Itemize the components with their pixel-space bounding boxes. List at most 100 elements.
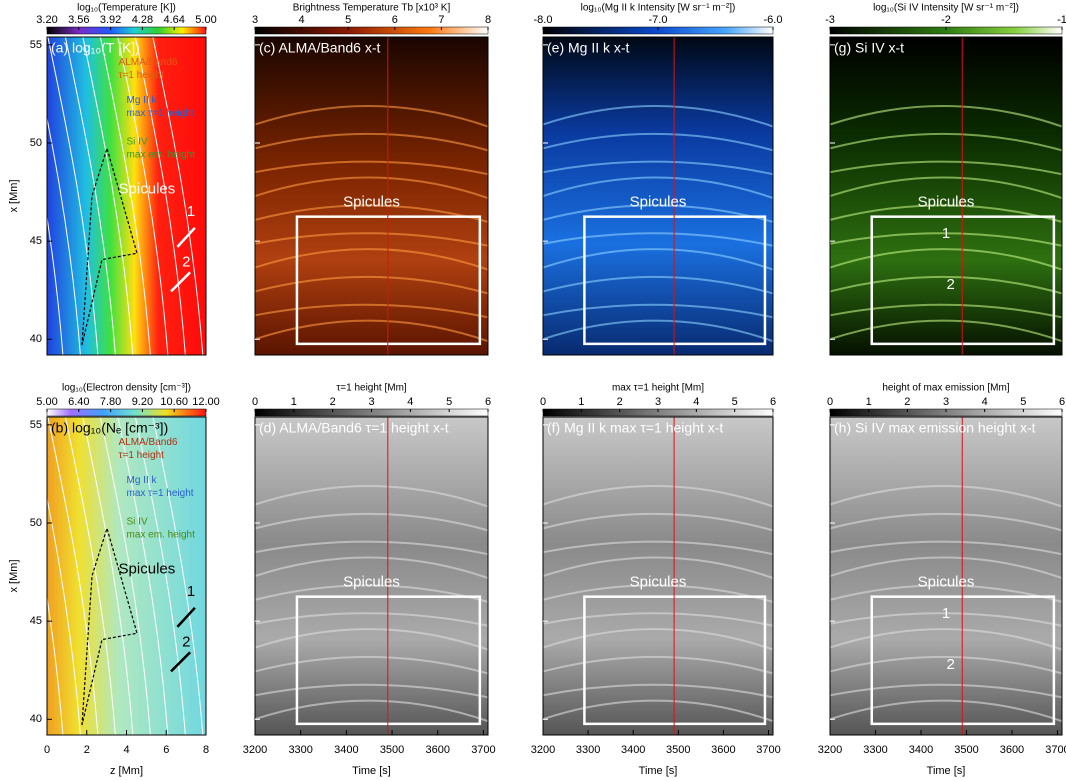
- annotation: 2: [946, 656, 954, 673]
- colorbar-tick-label: 3: [943, 396, 949, 408]
- colorbar-tick-label: 3.92: [100, 14, 121, 26]
- y-axis-label: x [Mm]: [8, 180, 20, 213]
- y-axis-label: x [Mm]: [8, 560, 20, 593]
- panel-label: (c) ALMA/Band6 x-t: [259, 40, 380, 56]
- colorbar-tick-label: 3.56: [68, 14, 89, 26]
- panel-label: (b) log₁₀(Nₑ [cm⁻³]): [51, 420, 168, 436]
- colorbar: [47, 409, 206, 416]
- x-tick-label: 3300: [288, 744, 312, 756]
- annotation: 1: [187, 203, 195, 220]
- x-tick-label: 3300: [576, 744, 600, 756]
- x-tick-label: 3400: [334, 744, 358, 756]
- x-tick-label: 3700: [756, 744, 780, 756]
- annotation: 1: [942, 605, 950, 622]
- x-tick-label: 3500: [380, 744, 404, 756]
- panel: (h) Si IV max emission height x-tSpicule…: [818, 383, 1066, 777]
- colorbar-title: Brightness Temperature Tb [x10³ K]: [293, 3, 451, 14]
- colorbar: [255, 27, 488, 34]
- x-tick-label: 3700: [471, 744, 495, 756]
- annotation: Spicules: [119, 561, 176, 578]
- colorbar-tick-label: 10.60: [160, 396, 188, 408]
- x-tick-label: 3600: [426, 744, 450, 756]
- colorbar-tick-label: 0: [540, 396, 546, 408]
- colorbar-tick-label: -2: [941, 14, 951, 26]
- colorbar-tick-label: 3.20: [36, 14, 57, 26]
- x-tick-label: 3600: [711, 744, 735, 756]
- colorbar-title: log₁₀(Si IV Intensity [W sr⁻¹ m⁻²]): [873, 3, 1019, 14]
- x-tick-label: 0: [44, 744, 50, 756]
- panel-label: (g) Si IV x-t: [834, 40, 904, 56]
- y-tick-label: 55: [30, 39, 42, 51]
- annotation: Si IV: [127, 517, 148, 528]
- x-tick-label: 8: [203, 744, 209, 756]
- colorbar-tick-label: 2: [617, 396, 623, 408]
- colorbar-tick-label: -1: [1057, 14, 1066, 26]
- colorbar-tick-label: 5.00: [195, 14, 216, 26]
- annotation: 2: [182, 634, 190, 651]
- colorbar-tick-label: 7.80: [100, 396, 121, 408]
- colorbar-tick-label: 0: [827, 396, 833, 408]
- y-tick-label: 50: [30, 517, 42, 529]
- colorbar-tick-label: 3: [252, 14, 258, 26]
- colorbar-tick-label: 2: [904, 396, 910, 408]
- colorbar-tick-label: 6: [770, 396, 776, 408]
- colorbar-title: τ=1 height [Mm]: [336, 383, 407, 394]
- colorbar-tick-label: -6.0: [764, 14, 783, 26]
- colorbar-tick-label: -3: [825, 14, 835, 26]
- colorbar-title: height of max emission [Mm]: [882, 383, 1009, 394]
- colorbar-tick-label: 4: [982, 396, 988, 408]
- annotation: τ=1 height: [119, 450, 165, 461]
- x-axis-label: Time [s]: [352, 765, 391, 777]
- annotation: Mg II k: [127, 475, 158, 486]
- annotation: Si IV: [127, 137, 148, 148]
- annotation: max em. height: [127, 529, 196, 540]
- annotation: τ=1 height: [119, 70, 165, 81]
- x-tick-label: 3200: [531, 744, 555, 756]
- colorbar-tick-label: 5: [732, 396, 738, 408]
- colorbar-tick-label: 6: [485, 396, 491, 408]
- annotation: max em. height: [127, 149, 196, 160]
- annotation: Spicules: [630, 193, 687, 210]
- colorbar-tick-label: 12.00: [192, 396, 220, 408]
- colorbar-tick-label: 1: [866, 396, 872, 408]
- annotation: max τ=1 height: [127, 108, 194, 119]
- y-tick-label: 40: [30, 713, 42, 725]
- x-axis-label: z [Mm]: [110, 765, 143, 777]
- x-tick-label: 3400: [909, 744, 933, 756]
- colorbar-tick-label: 5: [1020, 396, 1026, 408]
- colorbar-tick-label: -8.0: [534, 14, 553, 26]
- panel: (b) log₁₀(Nₑ [cm⁻³])ALMA/Band6 τ=1 height…: [8, 383, 220, 777]
- colorbar: [47, 27, 206, 34]
- x-axis-label: Time [s]: [639, 765, 678, 777]
- annotation: Spicules: [343, 573, 400, 590]
- colorbar-tick-label: 5.00: [36, 396, 57, 408]
- colorbar-tick-label: 6: [1059, 396, 1065, 408]
- x-tick-label: 2: [84, 744, 90, 756]
- x-tick-label: 6: [163, 744, 169, 756]
- x-tick-label: 3600: [1000, 744, 1024, 756]
- y-tick-label: 45: [30, 235, 42, 247]
- colorbar-title: log₁₀(Mg II k Intensity [W sr⁻¹ m⁻²]): [581, 3, 736, 14]
- colorbar-tick-label: 5: [345, 14, 351, 26]
- colorbar-tick-label: 6.40: [68, 396, 89, 408]
- panel-label: (h) Si IV max emission height x-t: [834, 420, 1036, 436]
- colorbar-tick-label: 6: [392, 14, 398, 26]
- annotation: ALMA/Band6: [119, 57, 178, 68]
- colorbar-tick-label: 7: [438, 14, 444, 26]
- panel-label: (d) ALMA/Band6 τ=1 height x-t: [259, 420, 449, 436]
- colorbar-tick-label: 1: [578, 396, 584, 408]
- colorbar-title: max τ=1 height [Mm]: [612, 383, 704, 394]
- annotation: Spicules: [119, 181, 176, 198]
- colorbar-tick-label: 3: [655, 396, 661, 408]
- panel: (f) Mg II k max τ=1 height x-tSpiculesma…: [531, 383, 781, 777]
- annotation: ALMA/Band6: [119, 437, 178, 448]
- annotation: max τ=1 height: [127, 488, 194, 499]
- x-tick-label: 3500: [954, 744, 978, 756]
- panel-label: (f) Mg II k max τ=1 height x-t: [547, 420, 723, 436]
- colorbar-tick-label: 4: [299, 14, 305, 26]
- panel: (a) log₁₀(T [K])ALMA/Band6τ=1 heightMg I…: [8, 3, 217, 355]
- panel: (c) ALMA/Band6 x-t Spicules Brightness Tem…: [252, 3, 491, 355]
- colorbar-tick-label: 4.28: [132, 14, 153, 26]
- annotation: Spicules: [343, 193, 400, 210]
